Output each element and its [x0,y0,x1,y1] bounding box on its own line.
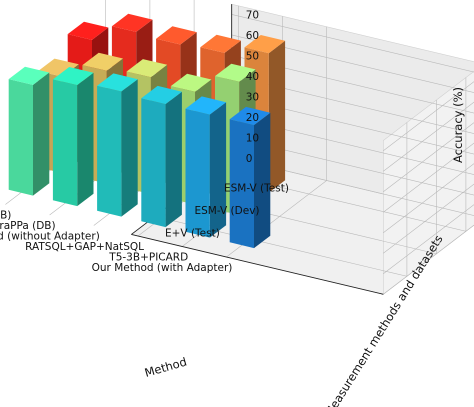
bar-top-face [82,52,123,71]
bar [8,66,50,196]
bar-side-face [209,102,227,238]
z-tick-label: 10 [246,132,259,144]
z-tick-label: 60 [246,30,259,42]
grid-line [231,137,474,275]
bar [97,73,138,217]
grid-line [231,55,474,193]
z-axis-label: Accuracy (%) [451,87,465,163]
z-tick-label: 30 [246,91,259,103]
bar-top-face [244,35,286,54]
bar-top-face [38,58,79,77]
bar-top-face [200,34,241,53]
bar-side-face [165,91,182,228]
bar [229,106,271,249]
bar-front-face [8,79,33,196]
bar-front-face [229,119,254,249]
bar-side-face [268,40,286,193]
bar-top-face [97,73,138,92]
bar-top-face [111,13,153,32]
bar-front-face [97,85,122,217]
grid-line [231,116,474,254]
x-axis-line [131,233,384,295]
x-tick-label: RaSaP+ELECTRA (DB) [0,210,11,222]
bar-top-face [229,106,271,126]
bar-top-face [8,66,50,85]
chart-ticks: Our Method (with Adapter)T5-3B+PICARDRAT… [0,9,289,274]
z-tick-label: 40 [246,71,259,83]
chart-bars [8,13,286,249]
grid-line [231,14,474,152]
bar-front-face [52,79,78,207]
bar-side-face [254,112,271,249]
bar-top-face [67,21,109,40]
bar-top-face [141,85,182,105]
bar-top-face [126,59,168,78]
bar-front-face [141,98,166,228]
z-tick-label: 20 [246,112,259,124]
y-tick-label: ESM-V (Dev) [195,205,260,217]
bar-top-face [185,96,227,115]
bar [52,67,94,207]
z-tick-label: 0 [246,153,253,165]
z-tick-label: 50 [246,50,259,62]
grid-line [231,34,474,172]
grid-line [231,75,474,213]
bar-top-face [170,73,212,92]
y-tick-label: ESM-V (Test) [224,182,289,194]
bar-side-face [77,72,94,207]
x-tick-label: T5-3B+PICARD [108,252,188,264]
x-tick-label: SmBoP+GraPPa (DB) [0,220,56,232]
grid-line [231,157,474,295]
bar-top-face [52,67,94,86]
bar [141,85,182,228]
x-axis-label: Method [143,355,188,380]
y-tick-label: E+V (Test) [165,227,220,239]
x-tick-label: RATSQL+GAP+NatSQL [25,241,144,253]
x-tick-label: Our Method (with Adapter) [92,262,233,274]
bar-side-face [33,72,50,196]
bar-side-face [121,79,138,217]
z-tick-label: 70 [246,9,259,21]
bar-front-face [185,108,210,238]
x-tick-label: Our Method (without Adapter) [0,231,100,243]
bar-top-face [215,63,256,82]
bar-top-face [156,26,197,45]
bar [185,96,227,238]
grid-line [231,96,474,234]
